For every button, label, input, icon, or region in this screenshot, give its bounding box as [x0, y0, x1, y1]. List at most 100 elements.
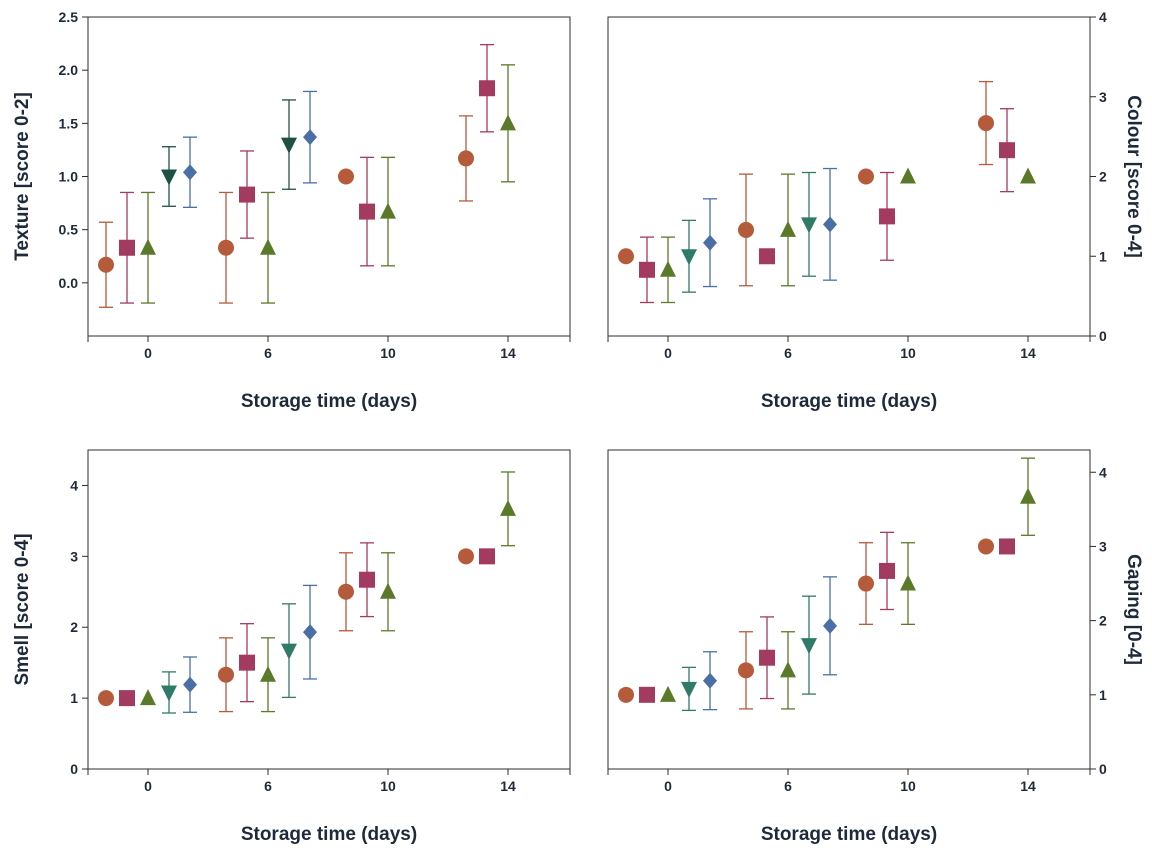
- y-axis-title: Texture [score 0-2]: [12, 92, 33, 261]
- data-point-triangle-up: [1020, 487, 1036, 504]
- data-point-circle: [618, 686, 634, 703]
- panel-4: 0 6 10 14 0 1 2 3 4 Storage time (days) Gaping [0-…: [607, 449, 1144, 845]
- data-point-diamond: [183, 676, 197, 693]
- x-tick-label: 10: [900, 778, 916, 794]
- y-tick-label: 1: [1099, 687, 1107, 703]
- data-point-circle: [338, 583, 354, 600]
- data-point-circle: [738, 221, 754, 238]
- y-tick-label: 3: [1099, 89, 1107, 105]
- data-point-circle: [858, 168, 874, 185]
- data-point-circle: [618, 248, 634, 265]
- data-point-circle: [98, 690, 114, 707]
- data-point-circle: [978, 538, 994, 555]
- data-point-square: [239, 654, 255, 671]
- data-point-diamond: [703, 234, 717, 251]
- data-point-triangle-up: [660, 685, 676, 702]
- data-point-triangle-up: [900, 574, 916, 591]
- x-tick-label: 10: [380, 778, 396, 794]
- x-tick-label: 6: [264, 778, 272, 794]
- data-point-circle: [218, 666, 234, 683]
- data-point-diamond: [823, 617, 837, 634]
- data-point-triangle-up: [500, 114, 516, 131]
- data-point-circle: [338, 168, 354, 185]
- plot-frame: [607, 16, 1091, 337]
- y-tick-label: 4: [1099, 464, 1107, 480]
- data-point-square: [119, 690, 135, 707]
- data-point-diamond: [303, 129, 317, 146]
- y-tick-label: 3: [1099, 538, 1107, 554]
- y-tick-label: 2: [70, 619, 78, 635]
- data-point-triangle-up: [260, 238, 276, 255]
- x-tick-label: 14: [1020, 345, 1036, 361]
- x-tick-label: 6: [264, 345, 272, 361]
- x-tick-label: 6: [784, 778, 792, 794]
- data-point-square: [639, 686, 655, 703]
- data-point-triangle-up: [1020, 167, 1036, 184]
- data-point-square: [479, 80, 495, 97]
- panel-3: 0 6 10 14 0 1 2 3 4 Storage time (days) Smell [sco…: [12, 449, 571, 845]
- x-axis-title: Storage time (days): [241, 391, 417, 412]
- y-tick-label: 3: [70, 548, 78, 564]
- data-point-square: [359, 571, 375, 588]
- data-point-square: [759, 649, 775, 666]
- plot-frame: [607, 449, 1091, 770]
- y-tick-label: 1: [70, 690, 78, 706]
- data-point-square: [359, 203, 375, 220]
- data-point-triangle-up: [900, 167, 916, 184]
- x-tick-label: 0: [144, 778, 152, 794]
- data-point-triangle-down: [681, 681, 697, 698]
- y-tick-label: 4: [70, 477, 78, 493]
- plot-frame: [87, 449, 571, 770]
- x-tick-label: 14: [1020, 778, 1036, 794]
- data-point-square: [479, 548, 495, 565]
- plot-frame: [87, 16, 571, 337]
- y-tick-label: 1.5: [59, 115, 79, 131]
- x-tick-label: 0: [664, 778, 672, 794]
- data-point-square: [999, 538, 1015, 555]
- x-tick-label: 10: [900, 345, 916, 361]
- data-point-triangle-down: [801, 638, 817, 655]
- data-point-triangle-up: [380, 202, 396, 219]
- y-tick-label: 2.5: [59, 9, 79, 25]
- data-point-triangle-up: [140, 238, 156, 255]
- data-point-square: [879, 562, 895, 579]
- data-point-triangle-up: [140, 689, 156, 706]
- data-point-diamond: [703, 672, 717, 689]
- data-point-square: [999, 142, 1015, 159]
- x-tick-label: 6: [784, 345, 792, 361]
- data-point-triangle-down: [281, 643, 297, 660]
- y-tick-label: 2: [1099, 613, 1107, 629]
- data-point-circle: [978, 115, 994, 132]
- y-tick-label: 0.5: [59, 222, 79, 238]
- data-point-square: [639, 261, 655, 278]
- x-tick-label: 0: [144, 345, 152, 361]
- data-point-square: [759, 248, 775, 265]
- data-point-triangle-up: [780, 661, 796, 678]
- data-point-square: [879, 208, 895, 225]
- data-point-circle: [738, 662, 754, 679]
- data-point-circle: [218, 239, 234, 256]
- y-axis-title: Smell [score 0-4]: [12, 533, 33, 685]
- y-tick-label: 0: [1099, 761, 1107, 777]
- data-point-triangle-up: [380, 582, 396, 599]
- y-tick-label: 0: [1099, 328, 1107, 344]
- y-tick-label: 2: [1099, 169, 1107, 185]
- data-point-triangle-down: [161, 685, 177, 702]
- data-point-triangle-up: [780, 220, 796, 237]
- y-tick-label: 1.0: [59, 169, 79, 185]
- data-point-triangle-down: [681, 249, 697, 266]
- data-point-triangle-down: [161, 169, 177, 186]
- y-tick-label: 2.0: [59, 62, 79, 78]
- data-point-square: [119, 239, 135, 256]
- panel-1: 0 6 10 14 0.0 0.5 1.0 1.5 2.0 2.5 Storage time (da…: [12, 9, 571, 412]
- x-tick-label: 10: [380, 345, 396, 361]
- data-point-triangle-up: [660, 260, 676, 277]
- x-axis-title: Storage time (days): [241, 824, 417, 845]
- data-point-circle: [98, 256, 114, 273]
- data-point-diamond: [303, 624, 317, 641]
- data-point-circle: [458, 548, 474, 565]
- x-tick-label: 14: [500, 778, 516, 794]
- x-axis-title: Storage time (days): [761, 824, 937, 845]
- data-point-triangle-up: [260, 665, 276, 682]
